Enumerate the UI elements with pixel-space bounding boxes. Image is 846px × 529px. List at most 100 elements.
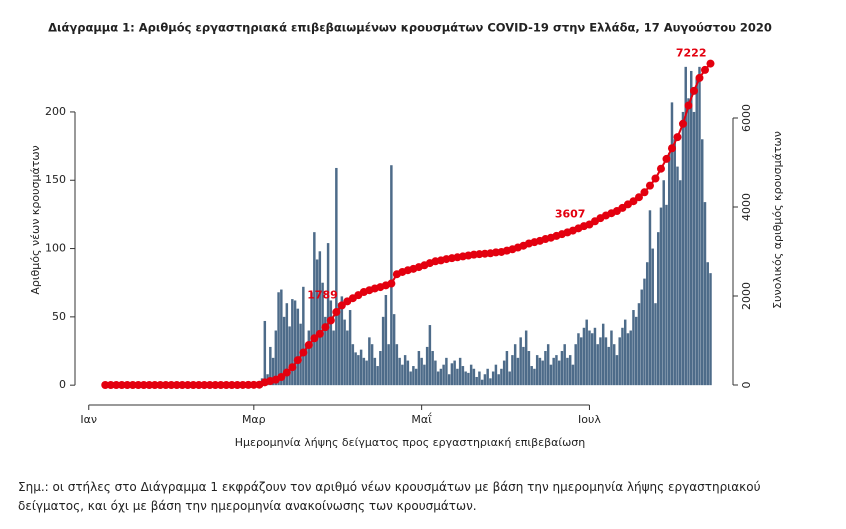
bar — [607, 346, 610, 386]
bar — [436, 371, 440, 386]
bar — [395, 344, 399, 386]
y2-axis-title: Συνολικός αριθμός κρουσμάτων — [771, 131, 784, 309]
bar — [431, 351, 434, 386]
bar — [656, 232, 660, 386]
bar — [291, 299, 294, 386]
bar — [442, 364, 445, 386]
point — [640, 188, 649, 197]
bar — [362, 357, 366, 386]
point — [145, 381, 154, 390]
bar — [640, 289, 643, 386]
bar — [678, 180, 682, 386]
bar — [486, 368, 489, 386]
bar — [414, 368, 418, 386]
bar — [626, 333, 630, 386]
bar — [662, 180, 665, 386]
point — [288, 363, 297, 372]
bar — [280, 289, 283, 386]
bar — [348, 310, 352, 386]
bar — [483, 374, 487, 386]
x-tick-label: Μαΐ — [411, 412, 432, 426]
bar — [546, 344, 550, 386]
bar — [654, 303, 657, 386]
chart-title: Διάγραμμα 1: Αριθμός εργαστηριακά επιβεβ… — [48, 21, 772, 35]
bar — [709, 273, 712, 386]
point — [634, 193, 643, 202]
bar — [324, 316, 327, 386]
bar — [571, 364, 575, 386]
bar — [434, 360, 437, 386]
bar — [302, 286, 305, 386]
point — [233, 381, 242, 390]
bar — [648, 210, 652, 386]
point — [684, 101, 693, 110]
point — [150, 381, 159, 390]
bar — [469, 364, 473, 386]
bar — [582, 327, 586, 386]
x-axis-title: Ημερομηνία λήψης δείγματος προς εργαστηρ… — [235, 436, 586, 449]
line — [105, 62, 712, 387]
point — [200, 381, 209, 390]
bar — [549, 364, 553, 386]
bar — [365, 360, 368, 386]
bar — [533, 368, 536, 386]
bar — [480, 379, 484, 386]
point — [205, 381, 214, 390]
bar — [332, 330, 335, 386]
point — [277, 373, 286, 382]
point — [216, 381, 225, 390]
y-tick-label: 150 — [45, 173, 66, 186]
annotation: 3607 — [555, 207, 586, 220]
point — [678, 119, 687, 128]
bar — [535, 355, 539, 386]
point — [134, 381, 143, 390]
point — [387, 279, 396, 288]
point — [227, 381, 236, 390]
bar — [519, 337, 522, 386]
point — [161, 381, 170, 390]
bar — [684, 66, 687, 386]
annotation: 1789 — [307, 288, 338, 301]
bar — [285, 303, 289, 386]
bar — [692, 111, 696, 386]
bar — [354, 352, 357, 386]
bar — [566, 357, 569, 386]
bar — [456, 368, 459, 386]
bar — [392, 314, 396, 386]
bar — [329, 300, 333, 386]
point — [651, 174, 660, 183]
bar — [596, 344, 599, 386]
bar — [604, 337, 608, 386]
bar — [516, 357, 520, 386]
y2-tick-label: 0 — [740, 382, 753, 389]
bar — [423, 364, 426, 386]
point — [332, 308, 341, 317]
bar — [277, 292, 280, 386]
bar — [643, 278, 646, 386]
bar — [417, 351, 421, 386]
bar — [368, 337, 371, 386]
point — [183, 381, 192, 390]
point — [123, 381, 132, 390]
bar — [673, 139, 676, 386]
bar — [346, 330, 349, 386]
bar — [599, 337, 602, 386]
bar — [645, 262, 649, 386]
bar — [695, 77, 698, 386]
point — [139, 381, 148, 390]
point — [282, 368, 291, 377]
point — [326, 316, 335, 325]
bar — [313, 232, 316, 386]
bar — [563, 344, 566, 386]
point — [337, 301, 346, 310]
point — [315, 329, 324, 338]
bar — [522, 346, 525, 386]
point — [662, 154, 671, 163]
bar — [357, 355, 360, 386]
bar — [703, 202, 707, 386]
point — [178, 381, 187, 390]
chart: Διάγραμμα 1: Αριθμός εργαστηριακά επιβεβ… — [29, 21, 784, 450]
bar — [538, 357, 542, 386]
bar — [425, 346, 429, 386]
point — [321, 323, 330, 332]
